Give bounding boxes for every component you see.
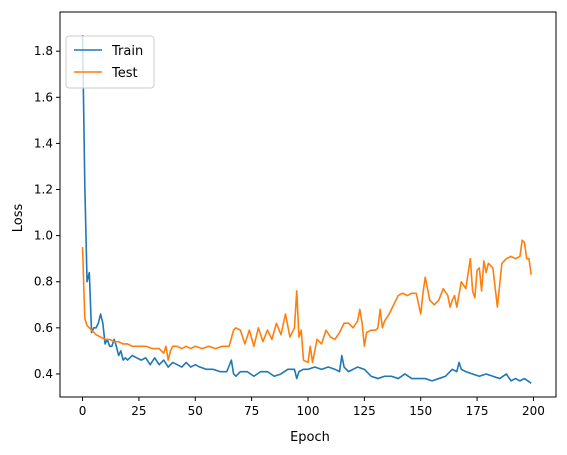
legend-label-test: Test	[111, 66, 138, 81]
y-tick-label: 1.6	[34, 90, 53, 104]
x-tick-label: 100	[297, 404, 320, 418]
y-tick-label: 1.8	[34, 44, 53, 58]
y-axis-label: Loss	[11, 204, 26, 233]
x-tick-label: 75	[244, 404, 259, 418]
legend: Train Test	[65, 35, 155, 89]
y-axis-ticks: 0.4 0.6 0.8 1.0 1.2 1.4 1.6 1.8	[34, 44, 60, 381]
x-tick-label: 125	[353, 404, 376, 418]
x-tick-label: 25	[131, 404, 146, 418]
y-tick-label: 0.4	[34, 367, 53, 381]
series-line-test	[81, 239, 532, 364]
x-axis-label: Epoch	[290, 430, 330, 445]
x-tick-label: 200	[522, 404, 545, 418]
legend-box	[65, 35, 155, 89]
y-tick-label: 1.4	[34, 136, 53, 150]
x-tick-label: 50	[188, 404, 203, 418]
x-tick-label: 0	[79, 404, 87, 418]
x-tick-label: 175	[466, 404, 489, 418]
y-tick-label: 1.2	[34, 183, 53, 197]
y-tick-label: 0.8	[34, 275, 53, 289]
x-tick-label: 150	[409, 404, 432, 418]
y-tick-label: 1.0	[34, 229, 53, 243]
x-axis-ticks: 0 25 50 75 100 125 150 175 200	[79, 397, 545, 418]
series-layer	[81, 35, 532, 384]
legend-label-train: Train	[111, 44, 143, 59]
series-line-train	[81, 35, 532, 384]
y-tick-label: 0.6	[34, 321, 53, 335]
